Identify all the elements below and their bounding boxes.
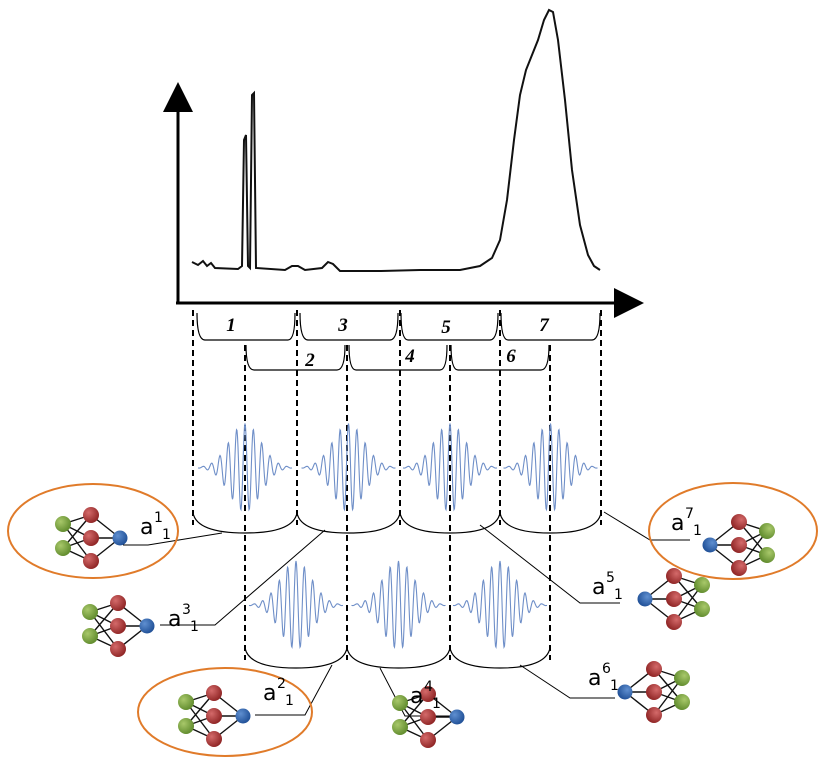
label-sub: 1 xyxy=(610,678,619,694)
label-base: a xyxy=(168,607,181,632)
label-base: a xyxy=(140,515,153,540)
segment-label: 4 xyxy=(404,346,415,367)
wave xyxy=(248,560,344,650)
cylinder-bottom xyxy=(499,512,602,534)
segment-label: 2 xyxy=(304,350,315,371)
spectrum xyxy=(191,8,601,272)
wave xyxy=(402,423,498,512)
segment-label: 5 xyxy=(441,317,451,338)
label-base: a xyxy=(588,666,601,691)
waves xyxy=(197,423,598,650)
connectors xyxy=(123,511,690,717)
wave xyxy=(452,560,548,650)
cylinder-bottom xyxy=(399,512,501,534)
label-sup: 1 xyxy=(154,510,163,526)
cylinders xyxy=(192,512,602,669)
label-base: a xyxy=(410,684,423,709)
wave xyxy=(503,423,598,512)
label-sub: 1 xyxy=(614,587,623,603)
label-sup: 4 xyxy=(424,679,433,695)
cylinder-bottom xyxy=(346,647,451,669)
label-base: a xyxy=(263,681,276,706)
cylinder-bottom xyxy=(192,512,298,534)
cylinder-bottom xyxy=(449,647,551,669)
label-sub: 1 xyxy=(285,693,294,709)
label-sub: 1 xyxy=(162,527,171,543)
segment-label: 3 xyxy=(337,315,348,336)
segment-label: 7 xyxy=(539,315,550,336)
wave xyxy=(301,423,396,512)
cylinder-bottom xyxy=(244,647,348,669)
segment-label: 1 xyxy=(226,315,236,336)
label-sup: 2 xyxy=(277,676,286,692)
highlight-ellipses xyxy=(7,482,818,757)
label-base: a xyxy=(671,511,684,536)
wave xyxy=(197,423,293,512)
label-sup: 7 xyxy=(685,506,694,522)
label-base: a xyxy=(592,575,605,600)
label-sup: 5 xyxy=(606,570,615,586)
cylinder-bottom xyxy=(296,512,401,534)
label-sup: 6 xyxy=(602,661,611,677)
label-sub: 1 xyxy=(432,696,441,712)
label-sub: 1 xyxy=(190,619,199,635)
segment-label: 6 xyxy=(506,346,516,367)
label-sub: 1 xyxy=(693,523,702,539)
wave xyxy=(351,560,446,650)
networks xyxy=(54,506,776,749)
label-sup: 3 xyxy=(182,602,191,618)
guides xyxy=(192,310,602,660)
